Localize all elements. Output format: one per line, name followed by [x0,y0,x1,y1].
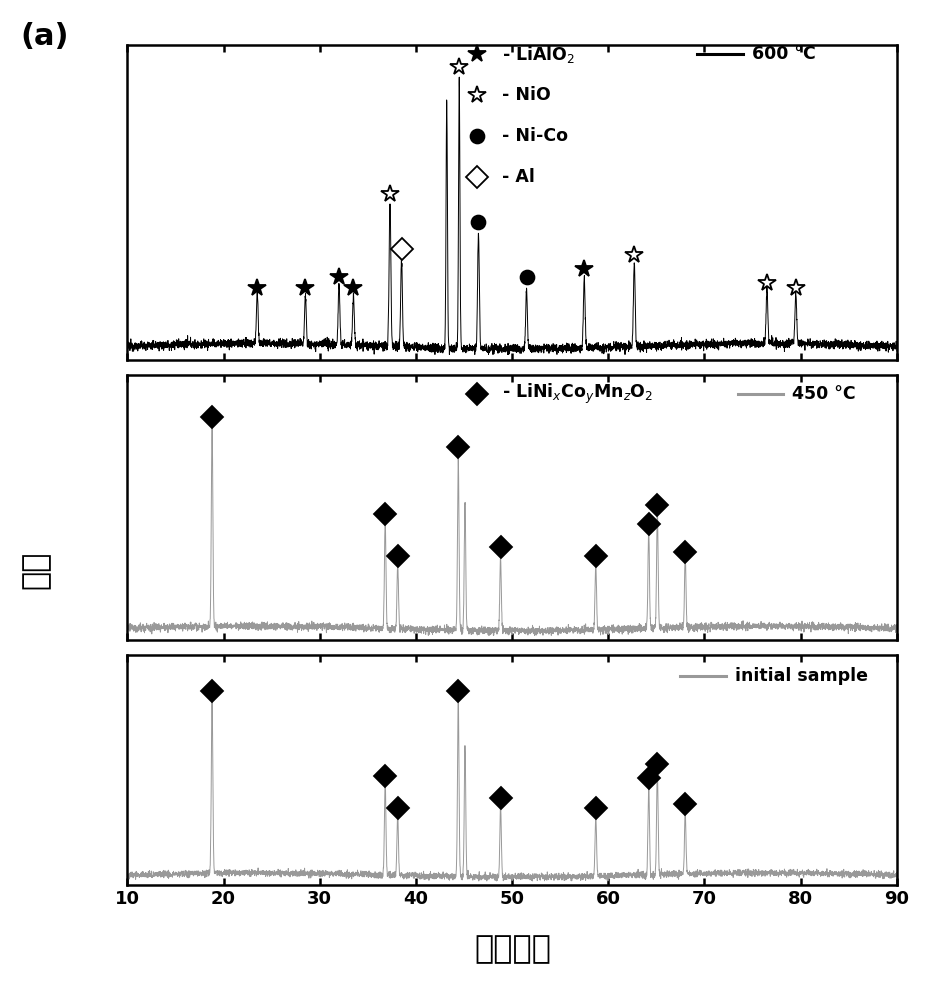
Text: - NiO: - NiO [502,86,551,104]
Text: 450 °C: 450 °C [792,385,856,403]
Text: - Ni-Co: - Ni-Co [502,127,568,145]
Text: (a): (a) [21,22,69,51]
Text: 强度: 强度 [21,551,51,589]
Text: - Al: - Al [502,168,535,186]
Text: - LiNi$_x$Co$_y$Mn$_z$O$_2$: - LiNi$_x$Co$_y$Mn$_z$O$_2$ [502,381,653,406]
Text: 扫描角度: 扫描角度 [474,934,551,966]
Text: - LiAlO$_2$: - LiAlO$_2$ [502,44,575,65]
Text: initial sample: initial sample [735,667,868,685]
Text: 600 °C: 600 °C [752,45,816,63]
